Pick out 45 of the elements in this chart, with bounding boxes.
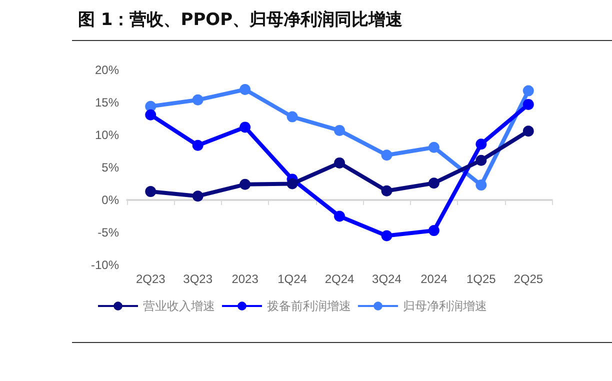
x-tick-label: 2Q23: [136, 272, 166, 286]
point: [240, 84, 251, 95]
point: [334, 124, 345, 136]
point: [240, 178, 251, 190]
point: [428, 142, 440, 153]
y-tick-label: -10%: [90, 258, 120, 272]
x-tick-label: 2023: [232, 272, 259, 286]
x-tick-label: 3Q23: [183, 272, 213, 286]
point: [192, 140, 204, 151]
point: [522, 85, 534, 96]
point: [192, 94, 204, 106]
x-tick-label: 2Q24: [324, 272, 354, 286]
x-tick-label: 3Q24: [372, 272, 402, 286]
point: [334, 210, 345, 222]
y-tick-label: 10%: [94, 128, 120, 142]
point: [286, 178, 298, 190]
point: [476, 138, 487, 150]
x-tick-label: 2024: [420, 272, 448, 286]
point: [522, 98, 534, 110]
y-tick-label: 5%: [102, 160, 120, 174]
point: [145, 186, 156, 198]
y-tick-label: 20%: [94, 63, 120, 77]
point: [381, 150, 392, 161]
point: [145, 109, 156, 120]
y-tick-label: 15%: [94, 96, 120, 110]
x-tick-label: 1Q25: [466, 272, 496, 286]
legend-label: 营业收入增速: [143, 299, 215, 313]
point: [428, 225, 440, 236]
y-tick-label: 0%: [102, 193, 120, 207]
chart-title: 图 1：营收、PPOP、归母净利润同比增速: [78, 9, 403, 31]
legend-label: 拨备前利润增速: [267, 299, 351, 313]
point: [286, 111, 298, 122]
legend-label: 归母净利润增速: [403, 299, 487, 313]
point: [334, 157, 345, 168]
point: [476, 154, 487, 166]
point: [476, 180, 487, 191]
y-tick-label: -5%: [98, 226, 120, 240]
point: [522, 126, 534, 137]
point: [381, 230, 392, 242]
point: [381, 185, 392, 196]
point: [192, 190, 204, 202]
x-tick-label: 2Q25: [514, 272, 544, 286]
x-tick-label: 1Q24: [278, 272, 308, 286]
point: [428, 178, 440, 189]
point: [240, 122, 251, 133]
